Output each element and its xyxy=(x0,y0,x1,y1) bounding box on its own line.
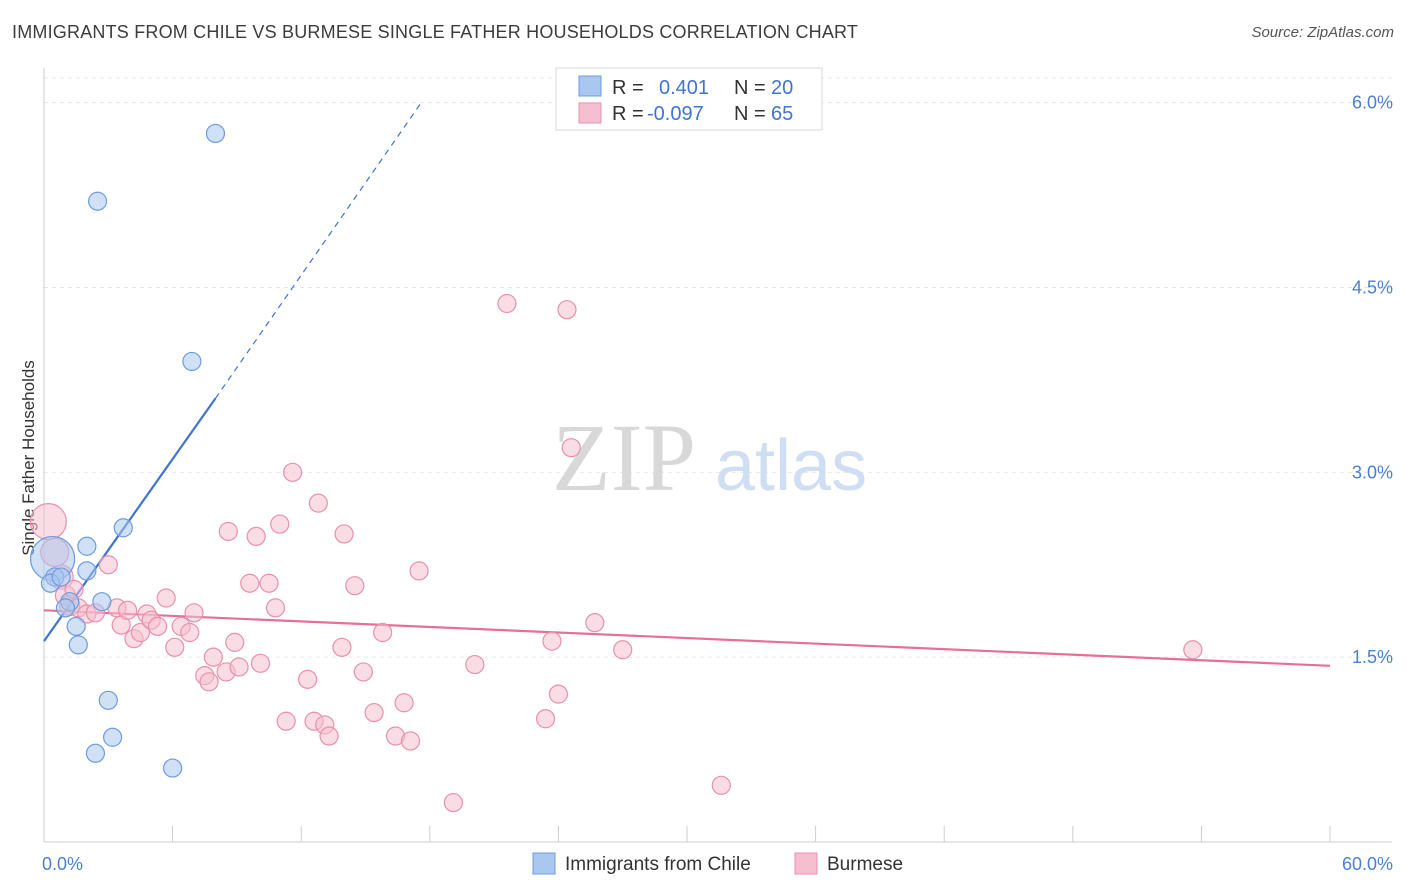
burmese-point-14 xyxy=(130,622,151,643)
burmese-point-34 xyxy=(265,598,286,618)
bottom-legend-label-burmese: Burmese xyxy=(827,854,903,875)
burmese-point-27 xyxy=(218,521,238,542)
chile-point-16 xyxy=(182,351,202,372)
x-tick-labels: 0.0% 60.0% xyxy=(42,854,1393,874)
stats-legend: R = 0.401 N = 20 R = -0.097 N = 65 xyxy=(555,67,823,131)
chile-point-7 xyxy=(68,635,88,655)
burmese-point-22 xyxy=(184,603,204,623)
burmese-point-60 xyxy=(561,438,581,458)
bottom-legend-swatch-burmese xyxy=(794,852,818,875)
y-tick-label-0: 1.5% xyxy=(1352,647,1393,667)
y-tick-label-2: 4.5% xyxy=(1352,277,1393,297)
watermark-zip: ZIP xyxy=(552,404,696,511)
burmese-point-59 xyxy=(557,300,577,320)
burmese-point-9 xyxy=(98,555,118,575)
burmese-point-64 xyxy=(1183,640,1203,660)
burmese-point-53 xyxy=(443,792,463,813)
data-points xyxy=(29,123,1203,813)
chile-point-8 xyxy=(77,536,97,556)
burmese-point-42 xyxy=(319,726,339,746)
legend-r-value-burmese: -0.097 xyxy=(647,103,704,125)
legend-swatch-chile xyxy=(578,75,602,97)
legend-r-label-chile: R = xyxy=(612,77,644,99)
burmese-point-43 xyxy=(332,637,352,657)
x-tick-label-1: 60.0% xyxy=(1342,854,1393,874)
y-axis-title: Single Father Households xyxy=(19,360,38,556)
burmese-point-17 xyxy=(147,616,168,636)
legend-swatch-burmese xyxy=(578,102,602,124)
burmese-point-37 xyxy=(283,462,303,482)
burmese-point-28 xyxy=(225,632,245,652)
burmese-point-30 xyxy=(240,573,260,593)
y-tick-labels: 1.5% 3.0% 4.5% 6.0% xyxy=(1352,93,1393,668)
burmese-point-46 xyxy=(353,662,373,682)
trendline-extension-0 xyxy=(214,102,422,399)
burmese-point-44 xyxy=(334,524,354,544)
chile-point-13 xyxy=(102,727,123,747)
burmese-point-51 xyxy=(400,731,421,751)
burmese-point-33 xyxy=(259,573,279,593)
trendline-1 xyxy=(43,609,1331,667)
burmese-point-55 xyxy=(497,293,517,314)
burmese-point-21 xyxy=(180,622,200,643)
chile-point-9 xyxy=(77,561,97,581)
burmese-point-56 xyxy=(535,709,556,729)
y-tick-label-1: 3.0% xyxy=(1352,462,1393,482)
burmese-point-45 xyxy=(345,576,365,596)
burmese-point-52 xyxy=(409,561,429,581)
chile-point-17 xyxy=(87,191,108,211)
burmese-point-48 xyxy=(373,622,393,643)
burmese-point-62 xyxy=(613,640,633,660)
chile-point-10 xyxy=(92,592,112,612)
burmese-point-35 xyxy=(270,514,290,534)
burmese-point-38 xyxy=(298,669,318,689)
watermark: ZIP atlas xyxy=(552,404,867,511)
chile-point-5 xyxy=(55,598,76,618)
chile-point-18 xyxy=(205,123,226,144)
chart-title: IMMIGRANTS FROM CHILE VS BURMESE SINGLE … xyxy=(12,22,859,42)
chile-point-12 xyxy=(98,690,118,710)
chile-point-15 xyxy=(163,758,183,778)
burmese-point-58 xyxy=(548,684,569,704)
burmese-point-0 xyxy=(29,503,67,541)
legend-r-value-chile: 0.401 xyxy=(659,77,709,99)
burmese-point-63 xyxy=(711,775,731,795)
legend-n-value-chile: 20 xyxy=(771,77,793,99)
legend-n-label-burmese: N = xyxy=(734,103,766,125)
series-legend: Immigrants from Chile Burmese xyxy=(532,852,903,875)
burmese-point-31 xyxy=(246,526,266,547)
legend-n-value-burmese: 65 xyxy=(771,103,793,125)
burmese-point-32 xyxy=(250,653,271,673)
source-credit: Source: ZipAtlas.com xyxy=(1251,24,1394,41)
burmese-point-36 xyxy=(276,711,296,731)
bottom-legend-label-chile: Immigrants from Chile xyxy=(565,854,751,875)
burmese-point-57 xyxy=(542,631,562,651)
burmese-point-54 xyxy=(465,654,485,675)
burmese-point-12 xyxy=(117,600,138,620)
chile-point-14 xyxy=(85,743,106,763)
burmese-point-24 xyxy=(199,672,219,692)
gridlines xyxy=(44,77,1392,658)
burmese-point-61 xyxy=(585,613,605,633)
burmese-point-47 xyxy=(364,703,384,723)
bottom-legend-swatch-chile xyxy=(532,852,556,875)
burmese-point-25 xyxy=(203,647,223,667)
burmese-point-40 xyxy=(308,493,328,513)
legend-n-label-chile: N = xyxy=(734,77,766,99)
y-tick-label-3: 6.0% xyxy=(1352,93,1393,113)
watermark-atlas: atlas xyxy=(715,426,867,506)
trendlines xyxy=(43,102,1331,667)
legend-r-label-burmese: R = xyxy=(612,103,644,125)
x-tick-label-0: 0.0% xyxy=(42,854,83,874)
burmese-point-29 xyxy=(229,657,249,677)
chile-point-11 xyxy=(113,518,133,538)
axes xyxy=(43,68,1392,843)
chile-point-6 xyxy=(66,616,86,636)
chile-point-3 xyxy=(51,567,71,587)
burmese-point-19 xyxy=(165,637,185,657)
burmese-point-18 xyxy=(156,588,176,608)
burmese-point-50 xyxy=(394,693,414,713)
